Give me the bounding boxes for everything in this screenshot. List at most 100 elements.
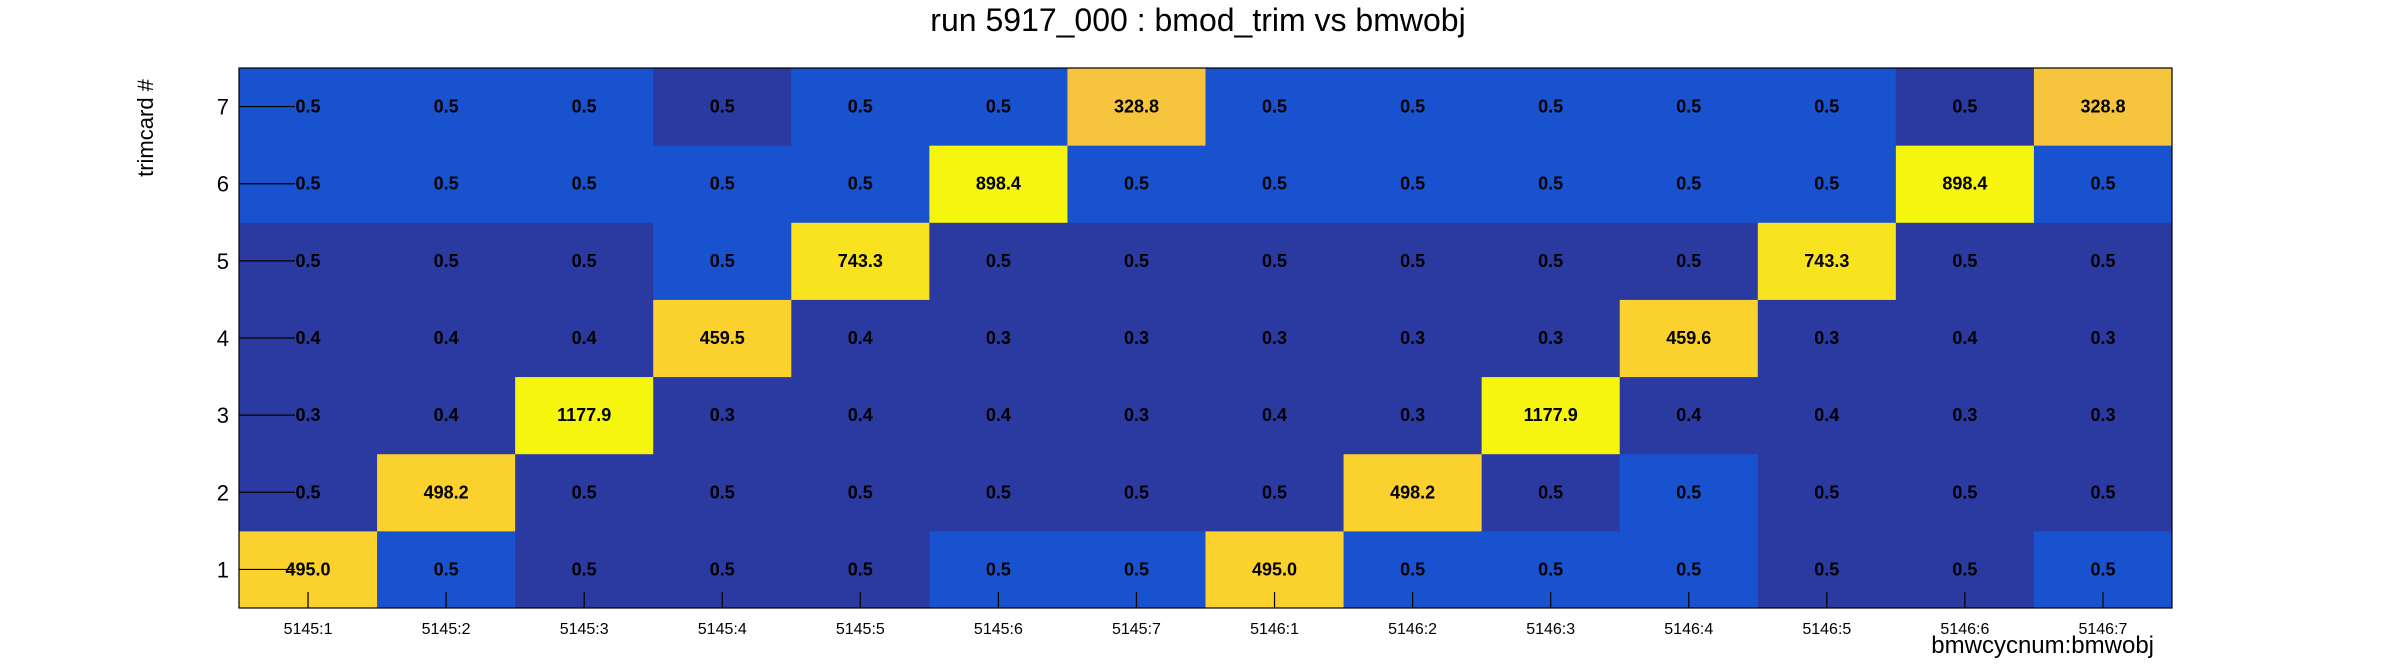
x-tick-label: 5145:2 xyxy=(422,621,471,638)
x-tick-label: 5145:3 xyxy=(560,621,609,638)
y-tick-label: 3 xyxy=(217,403,229,428)
chart-title: run 5917_000 : bmod_trim vs bmwobj xyxy=(930,2,1466,38)
y-tick-label: 2 xyxy=(217,480,229,505)
heatmap-cell xyxy=(1757,453,1897,532)
cell-value-label: 0.5 xyxy=(1124,251,1149,271)
cell-value-label: 0.5 xyxy=(2090,174,2115,194)
cell-value-label: 0.5 xyxy=(1262,174,1287,194)
x-axis-label: bmwcycnum:bmwobj xyxy=(1931,632,2154,659)
cell-value-label: 0.5 xyxy=(1676,482,1701,502)
heatmap-cell xyxy=(377,222,516,300)
heatmap-cell xyxy=(1343,376,1483,455)
x-tick-label: 5146:5 xyxy=(1802,621,1851,638)
cell-value-label: 328.8 xyxy=(2080,97,2125,117)
heatmap-cell xyxy=(1343,222,1483,300)
cell-value-label: 0.4 xyxy=(434,405,459,425)
x-tick-label: 5146:7 xyxy=(2078,621,2127,638)
cell-value-label: 0.5 xyxy=(1400,174,1425,194)
y-tick-label: 4 xyxy=(217,326,229,351)
heatmap-cell xyxy=(1205,299,1345,378)
heatmap-cell xyxy=(1895,376,2035,455)
cell-value-label: 0.5 xyxy=(1538,251,1563,271)
heatmap-cell xyxy=(791,453,930,532)
heatmap-cell xyxy=(791,222,930,300)
x-tick-label: 5145:4 xyxy=(698,621,747,638)
cell-value-label: 0.4 xyxy=(572,328,597,348)
cell-value-label: 0.5 xyxy=(1262,482,1287,502)
cell-value-label: 0.3 xyxy=(1814,328,1839,348)
heatmap-cell xyxy=(791,299,930,378)
cell-value-label: 495.0 xyxy=(1252,559,1297,579)
cell-value-label: 0.3 xyxy=(1124,328,1149,348)
heatmap-cell xyxy=(1619,222,1759,300)
cell-value-label: 0.4 xyxy=(848,328,873,348)
cell-value-label: 0.5 xyxy=(710,174,735,194)
x-tick-label: 5146:4 xyxy=(1664,621,1713,638)
cell-value-label: 0.5 xyxy=(2090,482,2115,502)
cell-value-label: 0.5 xyxy=(296,97,321,117)
cell-value-label: 743.3 xyxy=(838,251,883,271)
cell-value-label: 0.3 xyxy=(986,328,1011,348)
cell-value-label: 0.5 xyxy=(572,97,597,117)
x-tick-label: 5146:6 xyxy=(1940,621,1989,638)
heatmap-cell xyxy=(1757,68,1897,146)
heatmap-cell xyxy=(377,299,516,378)
heatmap-cell xyxy=(1067,68,1206,146)
cell-value-label: 0.5 xyxy=(1538,482,1563,502)
cell-value-label: 0.5 xyxy=(710,482,735,502)
cell-value-label: 1177.9 xyxy=(557,405,611,425)
cell-value-label: 0.3 xyxy=(296,405,321,425)
heatmap-cell xyxy=(1619,299,1759,378)
heatmap-cell xyxy=(1895,68,2035,146)
cell-value-label: 1177.9 xyxy=(1524,405,1578,425)
x-tick-label: 5145:6 xyxy=(974,621,1023,638)
cell-value-label: 0.5 xyxy=(1676,97,1701,117)
heatmap-cell xyxy=(929,145,1068,223)
heatmap-cell xyxy=(1895,145,2035,223)
cell-value-label: 328.8 xyxy=(1114,97,1159,117)
cell-value-label: 0.5 xyxy=(1262,251,1287,271)
cell-value-label: 0.5 xyxy=(296,251,321,271)
heatmap-cell xyxy=(1757,222,1897,300)
heatmap-cell xyxy=(929,453,1068,532)
heatmap-cell xyxy=(515,145,654,223)
cell-value-label: 0.3 xyxy=(1400,328,1425,348)
cell-value-label: 0.5 xyxy=(710,559,735,579)
heatmap-cell xyxy=(2033,222,2173,300)
y-tick-label: 1 xyxy=(217,557,229,582)
cell-value-label: 0.4 xyxy=(986,405,1011,425)
y-tick-label: 7 xyxy=(217,95,229,120)
heatmap-cell-labels: 495.0 0.5 0.5 0.5 0.5 0.5 0.5 495.0 0.5 0.5 0.5 0.5… xyxy=(286,97,2126,580)
cell-value-label: 0.5 xyxy=(434,97,459,117)
cell-value-label: 0.5 xyxy=(1952,97,1977,117)
heatmap-cell xyxy=(2033,145,2173,223)
heatmap-cell xyxy=(515,376,654,455)
cell-value-label: 0.3 xyxy=(1124,405,1149,425)
heatmap-cell xyxy=(1481,299,1621,378)
heatmap-cell xyxy=(1343,68,1483,146)
cell-value-label: 0.5 xyxy=(1952,251,1977,271)
cell-value-label: 0.3 xyxy=(2090,405,2115,425)
heatmap-cell xyxy=(1067,376,1206,455)
cell-value-label: 0.5 xyxy=(1676,559,1701,579)
heatmap-cell xyxy=(1619,145,1759,223)
cell-value-label: 0.5 xyxy=(1814,482,1839,502)
cell-value-label: 743.3 xyxy=(1804,251,1849,271)
heatmap-cell xyxy=(515,68,654,146)
heatmap-cell xyxy=(791,145,930,223)
cell-value-label: 0.5 xyxy=(572,482,597,502)
heatmap-cell xyxy=(2033,376,2173,455)
cell-value-label: 0.5 xyxy=(986,559,1011,579)
cell-value-label: 0.5 xyxy=(1400,251,1425,271)
x-tick-label: 5146:3 xyxy=(1526,621,1575,638)
x-tick-label: 5146:1 xyxy=(1250,621,1299,638)
heatmap-cell xyxy=(377,453,516,532)
heatmap-cell xyxy=(1895,453,2035,532)
x-tick-label: 5145:1 xyxy=(284,621,333,638)
heatmap-cell xyxy=(377,145,516,223)
heatmap-cell xyxy=(653,68,792,146)
cell-value-label: 0.5 xyxy=(986,251,1011,271)
cell-value-label: 0.4 xyxy=(296,328,321,348)
cell-value-label: 0.5 xyxy=(296,174,321,194)
